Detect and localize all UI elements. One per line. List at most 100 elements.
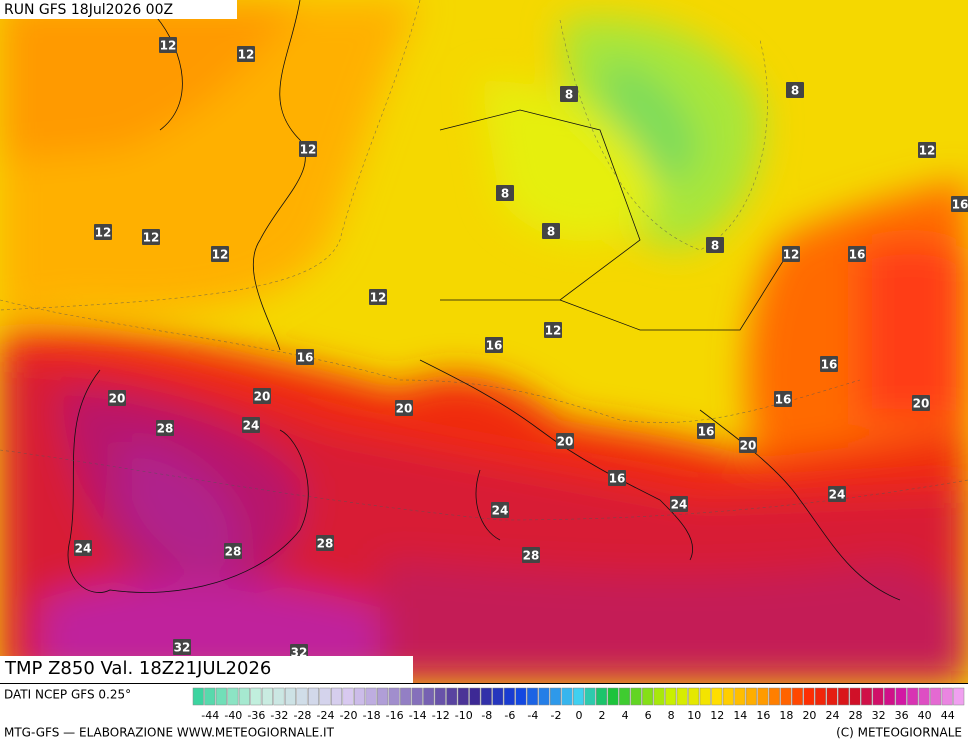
- colorbar-swatch: [331, 687, 343, 706]
- contour-label-text: 8: [791, 84, 799, 98]
- contour-label: 24: [242, 417, 260, 433]
- contour-label-box: [395, 400, 413, 416]
- contour-label: 20: [556, 433, 574, 449]
- colorbar-swatch: [768, 687, 780, 706]
- contour-label-text: 12: [919, 144, 936, 158]
- contour-label: 20: [253, 388, 271, 404]
- colorbar-swatch: [469, 687, 481, 706]
- colorbar-label: 28: [849, 709, 863, 722]
- colorbar-swatch: [549, 687, 561, 706]
- contour-label: 20: [912, 395, 930, 411]
- contour-label-box: [369, 289, 387, 305]
- colorbar-label: -18: [363, 709, 381, 722]
- contour-label: 12: [918, 142, 936, 158]
- colorbar-swatch: [619, 687, 631, 706]
- colorbar-swatch: [515, 687, 527, 706]
- colorbar-label: -44: [201, 709, 219, 722]
- contour-label-box: [560, 86, 578, 102]
- colorbar-label: 16: [756, 709, 770, 722]
- colorbar-label: -14: [409, 709, 427, 722]
- colorbar-swatch: [953, 687, 965, 706]
- contour-label: 8: [706, 237, 724, 253]
- colorbar-label: -16: [386, 709, 404, 722]
- temperature-field: 12 12 8 8 12 12 8 16 12 12 12 8 8 12 16 12 12 16 16 16 20 20 2…: [0, 0, 968, 683]
- contour-label: 20: [739, 437, 757, 453]
- colorbar-swatch: [411, 687, 423, 706]
- contour-label-text: 32: [174, 641, 191, 655]
- contour-label-text: 16: [952, 198, 968, 212]
- contour-label: 16: [951, 196, 968, 212]
- colorbar-swatch: [388, 687, 400, 706]
- contour-label: 12: [142, 229, 160, 245]
- coastlines: [67, 0, 901, 601]
- contour-label-box: [156, 420, 174, 436]
- colorbar-swatch: [884, 687, 896, 706]
- colorbar-label: 8: [668, 709, 675, 722]
- contour-label-box: [316, 535, 334, 551]
- contour-label-box: [782, 246, 800, 262]
- contour-label: 16: [485, 337, 503, 353]
- colorbar-label: -12: [432, 709, 450, 722]
- colorbar-label: -36: [247, 709, 265, 722]
- contour-label-box: [544, 322, 562, 338]
- colorbar-swatch: [630, 687, 642, 706]
- contour-label-text: 24: [492, 504, 509, 518]
- colorbar-swatch: [596, 687, 608, 706]
- source-label: DATI NCEP GFS 0.25°: [4, 688, 131, 702]
- colorbar-swatch: [284, 687, 296, 706]
- contour-label-text: 20: [557, 435, 574, 449]
- contour-label-text: 12: [143, 231, 160, 245]
- colorbar-swatch: [930, 687, 942, 706]
- contour-label-text: 8: [711, 239, 719, 253]
- contour-label-box: [491, 502, 509, 518]
- contour-label-box: [918, 142, 936, 158]
- contour-label-text: 12: [95, 226, 112, 240]
- colorbar: -44 -40 -36 -32 -28 -24 -20 -18 -16 -14 -12 -10 -8 -6…: [192, 687, 965, 722]
- contour-label-box: [828, 486, 846, 502]
- colorbar-label: 0: [576, 709, 583, 722]
- contour-label-box: [211, 246, 229, 262]
- colorbar-label: 4: [622, 709, 629, 722]
- colorbar-swatch: [492, 687, 504, 706]
- contour-label-text: 8: [565, 88, 573, 102]
- colorbar-swatch: [791, 687, 803, 706]
- colorbar-swatch: [699, 687, 711, 706]
- colorbar-swatch: [354, 687, 366, 706]
- colorbar-label: -24: [317, 709, 335, 722]
- contour-label-text: 12: [212, 248, 229, 262]
- contour-label-text: 20: [254, 390, 271, 404]
- contour-label-box: [253, 388, 271, 404]
- contour-label: 12: [211, 246, 229, 262]
- colorbar-swatch: [192, 687, 204, 706]
- colorbar-swatch: [503, 687, 515, 706]
- contour-label-text: 24: [243, 419, 260, 433]
- contour-label-text: 12: [238, 48, 255, 62]
- field-box: [0, 656, 413, 683]
- contour-label-box: [142, 229, 160, 245]
- colorbar-label: 44: [941, 709, 955, 722]
- colorbar-swatch: [826, 687, 838, 706]
- colorbar-swatch: [838, 687, 850, 706]
- contour-label-box: [697, 423, 715, 439]
- credit-label: MTG-GFS — ELABORAZIONE WWW.METEOGIORNALE…: [4, 726, 335, 740]
- contour-label-box: [237, 46, 255, 62]
- colorbar-swatch: [861, 687, 873, 706]
- contour-label-box: [108, 390, 126, 406]
- contour-label: 24: [491, 502, 509, 518]
- colorbar-swatch: [642, 687, 654, 706]
- copyright-label: (C) METEOGIORNALE: [836, 726, 962, 740]
- contour-label-text: 28: [225, 545, 242, 559]
- colorbar-swatch: [250, 687, 262, 706]
- colorbar-swatch: [238, 687, 250, 706]
- contour-label-text: 16: [698, 425, 715, 439]
- contour-label-text: 12: [160, 39, 177, 53]
- contour-label: 12: [237, 46, 255, 62]
- contour-label-text: 24: [75, 542, 92, 556]
- contour-label: 12: [369, 289, 387, 305]
- contour-label-text: 12: [300, 143, 317, 157]
- contour-label-text: 24: [829, 488, 846, 502]
- colorbar-swatch: [814, 687, 826, 706]
- contour-label: 16: [608, 470, 626, 486]
